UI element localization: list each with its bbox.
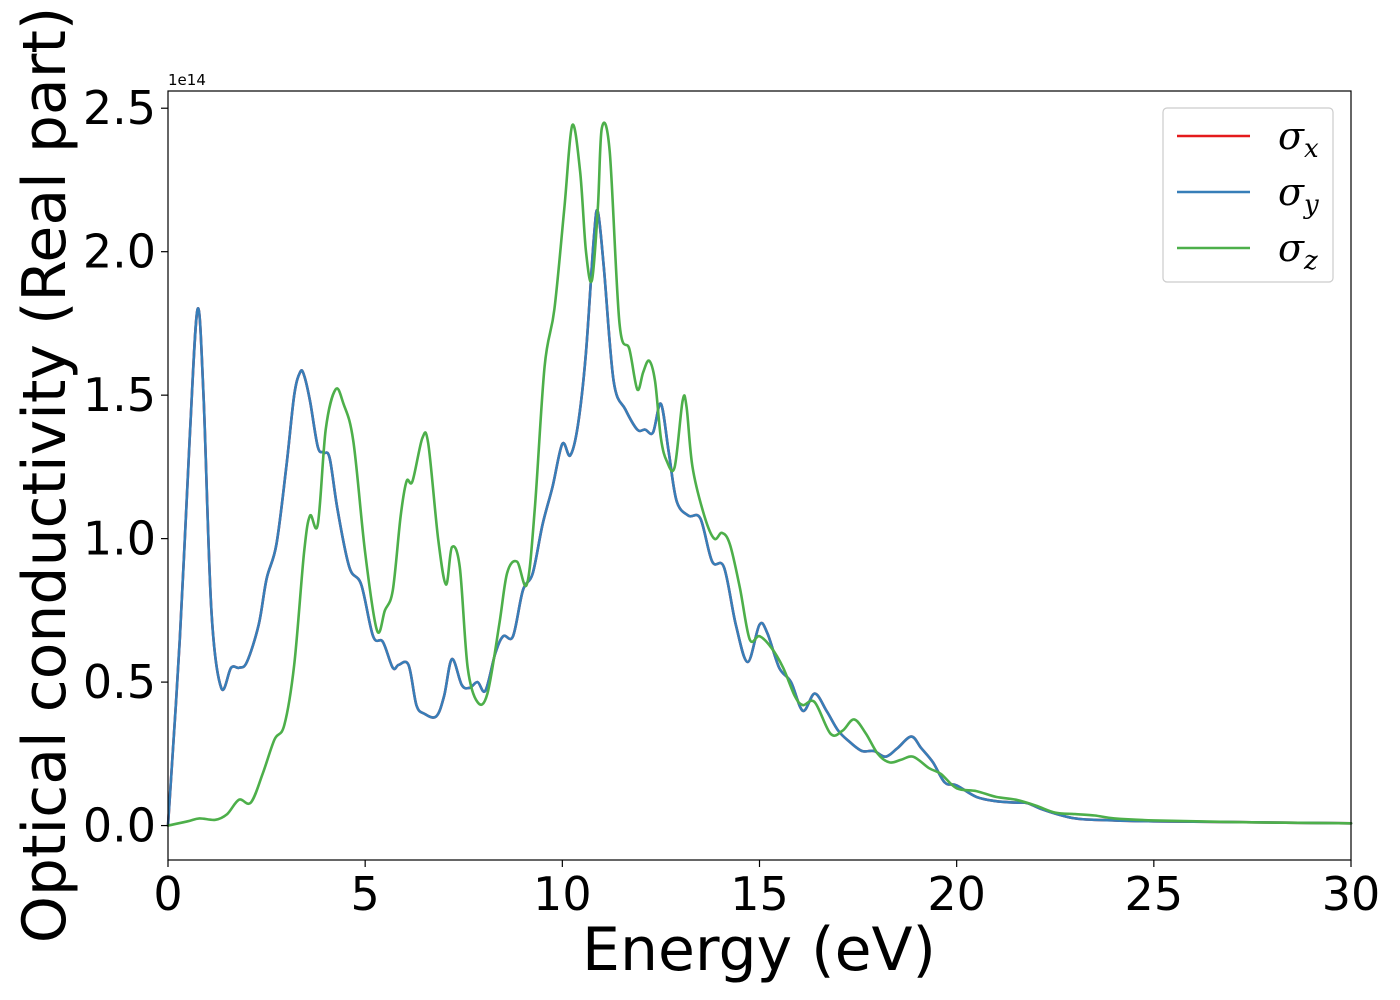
y-axis-title: Optical conductivity (Real part) [10, 7, 80, 944]
x-tick-label: 5 [351, 867, 380, 921]
y-tick-label: 2.5 [83, 81, 156, 135]
series-line-z [166, 121, 1353, 827]
x-tick-label: 25 [1125, 867, 1184, 921]
x-axis: 0 5 10 15 20 25 30 [153, 860, 1380, 921]
y-tick-label: 0.0 [83, 799, 156, 853]
y-tick-label: 0.5 [83, 655, 156, 709]
legend-subscript: z [1303, 246, 1318, 276]
legend-subscript: x [1304, 134, 1319, 164]
y-tick-label: 2.0 [83, 225, 156, 279]
x-tick-label: 20 [927, 867, 986, 921]
x-tick-label: 10 [533, 867, 592, 921]
legend-frame [1162, 107, 1334, 283]
series-line-y [166, 208, 1353, 827]
series-line-x [166, 208, 1353, 827]
y-axis-offset-label: 1e14 [168, 71, 206, 89]
x-tick-label: 15 [730, 867, 789, 921]
y-axis: 0.0 0.5 1.0 1.5 2.0 2.5 [83, 81, 168, 853]
x-axis-title: Energy (eV) [582, 915, 936, 985]
legend-subscript: y [1303, 190, 1319, 220]
x-tick-label: 0 [153, 867, 182, 921]
y-tick-label: 1.0 [83, 512, 156, 566]
series-lines [166, 121, 1353, 827]
x-tick-label: 30 [1322, 867, 1381, 921]
y-tick-label: 1.5 [83, 368, 156, 422]
